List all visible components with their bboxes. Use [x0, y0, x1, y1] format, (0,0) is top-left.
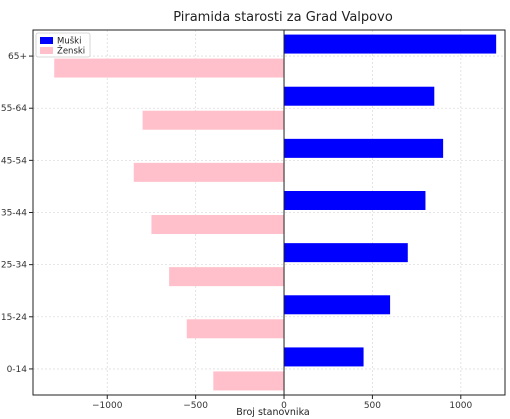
y-tick-label: 45-54: [1, 156, 27, 166]
y-tick-label: 25-34: [1, 261, 27, 271]
x-tick-label: 500: [364, 401, 381, 411]
axis-ticks: −1000 −500 0 500 1000 0-14 15-24 25-34 35-44 45-5…: [1, 52, 473, 411]
grid-lines: [33, 30, 505, 395]
y-tick-label: 55-64: [1, 104, 27, 114]
x-axis-label: Broj stanovnika: [236, 407, 309, 418]
bar-female-55-64: [142, 110, 285, 130]
bar-male-25-34: [284, 243, 408, 263]
bar-female-65+: [54, 58, 285, 78]
y-tick-label: 0-14: [7, 365, 28, 375]
bar-male-65+: [284, 34, 497, 54]
legend-swatch: [40, 37, 53, 44]
bars: [54, 34, 497, 391]
y-tick-label: 35-44: [1, 209, 27, 219]
legend-label: Muški: [57, 36, 81, 47]
x-tick-label: 0: [281, 401, 287, 411]
y-tick-label: 65+: [8, 52, 27, 62]
y-tick-label: 15-24: [1, 313, 27, 323]
bar-female-45-54: [133, 162, 285, 182]
bar-male-45-54: [284, 138, 444, 158]
x-tick-label: 1000: [449, 401, 472, 411]
bar-male-0-14: [284, 347, 364, 367]
bar-male-55-64: [284, 86, 435, 106]
bar-male-35-44: [284, 191, 426, 210]
bar-female-15-24: [186, 319, 285, 339]
bar-female-0-14: [213, 371, 285, 391]
legend-label: Ženski: [57, 45, 85, 57]
x-tick-label: −1000: [92, 401, 123, 411]
x-tick-label: −500: [183, 401, 208, 411]
legend-swatch: [40, 47, 53, 54]
chart-title: Piramida starosti za Grad Valpovo: [173, 10, 393, 25]
bar-female-25-34: [169, 267, 285, 287]
bar-female-35-44: [151, 215, 285, 234]
bar-male-15-24: [284, 295, 391, 315]
